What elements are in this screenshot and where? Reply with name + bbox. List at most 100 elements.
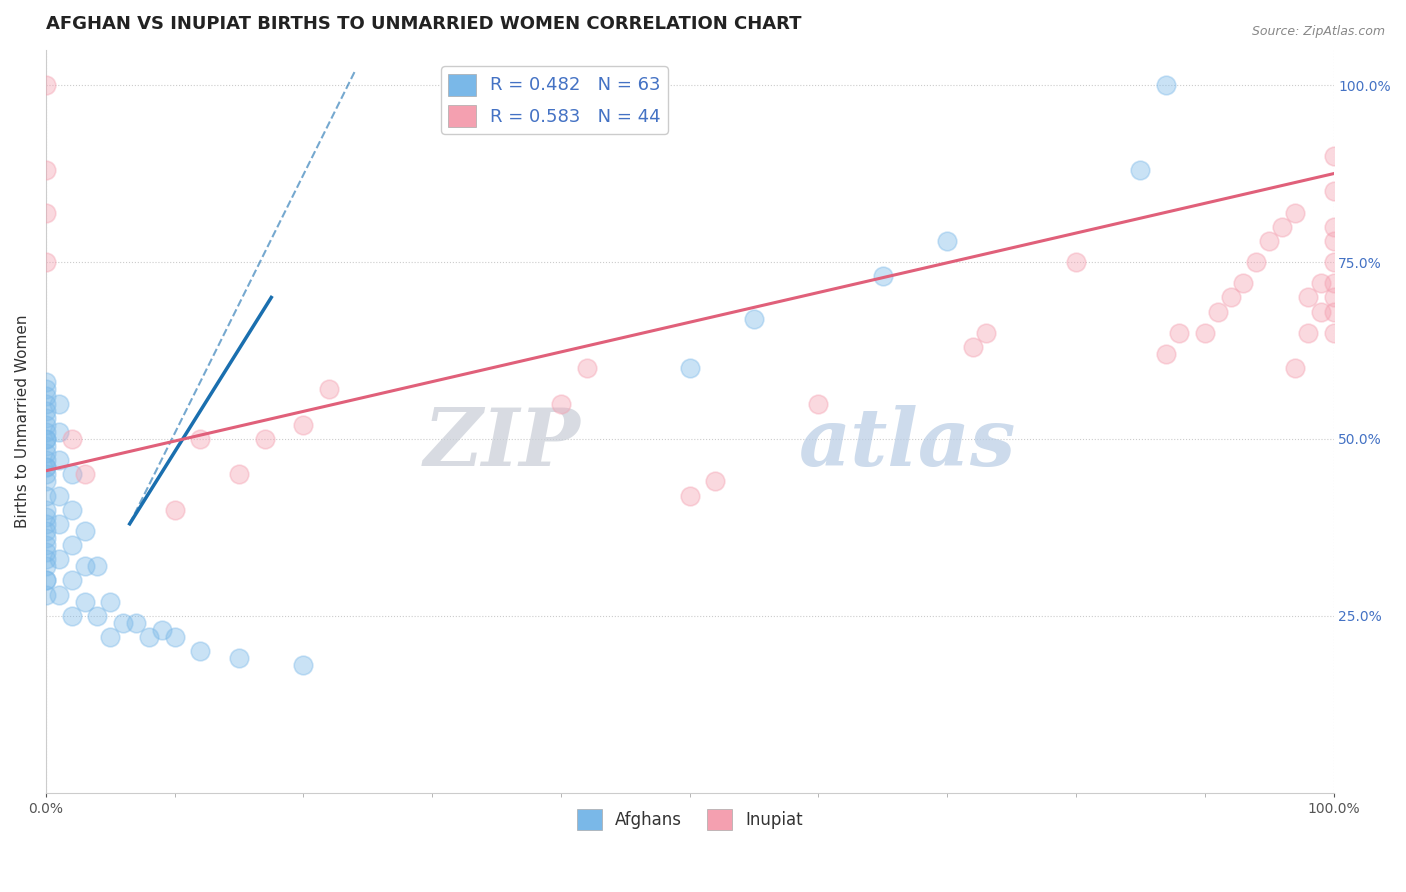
- Point: [1322, 304, 1344, 318]
- Point: [35, 509, 58, 524]
- Point: [704, 475, 727, 489]
- Point: [1296, 290, 1319, 304]
- Point: [1284, 205, 1306, 219]
- Point: [962, 340, 984, 354]
- Point: [742, 311, 765, 326]
- Point: [98, 594, 121, 608]
- Point: [60, 608, 83, 623]
- Point: [872, 269, 894, 284]
- Point: [150, 623, 173, 637]
- Point: [1296, 326, 1319, 340]
- Point: [35, 545, 58, 559]
- Point: [35, 446, 58, 460]
- Point: [35, 574, 58, 588]
- Point: [35, 410, 58, 425]
- Point: [163, 502, 186, 516]
- Point: [1194, 326, 1216, 340]
- Point: [48, 453, 70, 467]
- Point: [35, 403, 58, 417]
- Point: [35, 255, 58, 269]
- Point: [228, 651, 250, 665]
- Point: [86, 559, 108, 574]
- Point: [48, 489, 70, 503]
- Point: [35, 516, 58, 531]
- Point: [35, 376, 58, 390]
- Point: [60, 467, 83, 482]
- Point: [35, 475, 58, 489]
- Point: [1258, 234, 1281, 248]
- Point: [35, 439, 58, 453]
- Point: [1322, 234, 1344, 248]
- Point: [48, 396, 70, 410]
- Point: [35, 524, 58, 538]
- Point: [35, 531, 58, 545]
- Point: [292, 417, 315, 432]
- Point: [1322, 290, 1344, 304]
- Point: [35, 489, 58, 503]
- Point: [1284, 361, 1306, 376]
- Point: [98, 630, 121, 644]
- Point: [575, 361, 598, 376]
- Point: [35, 389, 58, 403]
- Point: [1322, 219, 1344, 234]
- Point: [48, 552, 70, 566]
- Point: [807, 396, 830, 410]
- Point: [125, 615, 148, 630]
- Point: [35, 460, 58, 475]
- Point: [60, 502, 83, 516]
- Point: [1232, 277, 1254, 291]
- Point: [35, 205, 58, 219]
- Point: [35, 78, 58, 93]
- Point: [1322, 149, 1344, 163]
- Point: [60, 432, 83, 446]
- Point: [35, 502, 58, 516]
- Point: [48, 425, 70, 439]
- Point: [1154, 78, 1177, 93]
- Point: [974, 326, 997, 340]
- Point: [292, 658, 315, 673]
- Point: [35, 552, 58, 566]
- Point: [112, 615, 135, 630]
- Point: [86, 608, 108, 623]
- Point: [253, 432, 276, 446]
- Point: [138, 630, 160, 644]
- Point: [190, 644, 212, 658]
- Point: [228, 467, 250, 482]
- Point: [1168, 326, 1191, 340]
- Point: [35, 432, 58, 446]
- Point: [1154, 347, 1177, 361]
- Point: [35, 559, 58, 574]
- Point: [1219, 290, 1241, 304]
- Point: [35, 425, 58, 439]
- Point: [318, 383, 340, 397]
- Text: atlas: atlas: [799, 405, 1017, 483]
- Point: [60, 538, 83, 552]
- Point: [35, 467, 58, 482]
- Point: [73, 559, 96, 574]
- Point: [163, 630, 186, 644]
- Point: [1322, 184, 1344, 198]
- Point: [190, 432, 212, 446]
- Point: [35, 453, 58, 467]
- Text: Source: ZipAtlas.com: Source: ZipAtlas.com: [1251, 25, 1385, 38]
- Point: [550, 396, 572, 410]
- Point: [35, 383, 58, 397]
- Point: [60, 574, 83, 588]
- Point: [1309, 277, 1331, 291]
- Point: [35, 588, 58, 602]
- Point: [1206, 304, 1229, 318]
- Point: [679, 489, 702, 503]
- Point: [35, 574, 58, 588]
- Legend: Afghans, Inupiat: Afghans, Inupiat: [569, 803, 810, 837]
- Point: [73, 594, 96, 608]
- Point: [936, 234, 959, 248]
- Text: ZIP: ZIP: [423, 405, 581, 483]
- Point: [35, 460, 58, 475]
- Point: [1064, 255, 1087, 269]
- Point: [35, 538, 58, 552]
- Point: [48, 516, 70, 531]
- Point: [1309, 304, 1331, 318]
- Point: [1322, 255, 1344, 269]
- Point: [1322, 277, 1344, 291]
- Point: [48, 588, 70, 602]
